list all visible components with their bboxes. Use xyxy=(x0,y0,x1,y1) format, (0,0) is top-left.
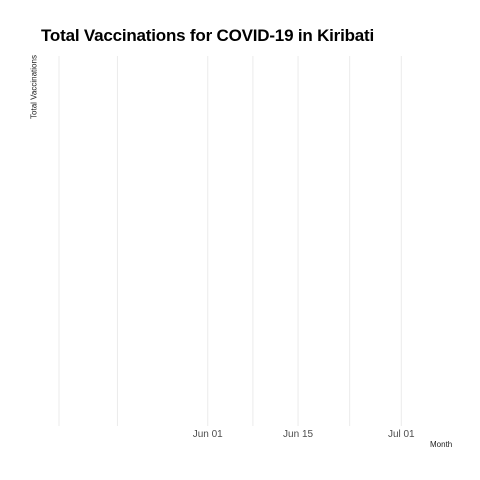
minor-gridlines xyxy=(58,56,351,426)
x-tick-label: Jun 15 xyxy=(283,429,313,440)
x-tick-label: Jun 01 xyxy=(193,429,223,440)
chart-title: Total Vaccinations for COVID-19 in Kirib… xyxy=(41,26,375,45)
x-tick-labels: Jun 01 Jun 15 Jul 01 xyxy=(193,429,415,440)
x-axis-label: Month xyxy=(430,440,453,449)
major-gridlines xyxy=(207,56,402,426)
x-tick-label: Jul 01 xyxy=(388,429,415,440)
